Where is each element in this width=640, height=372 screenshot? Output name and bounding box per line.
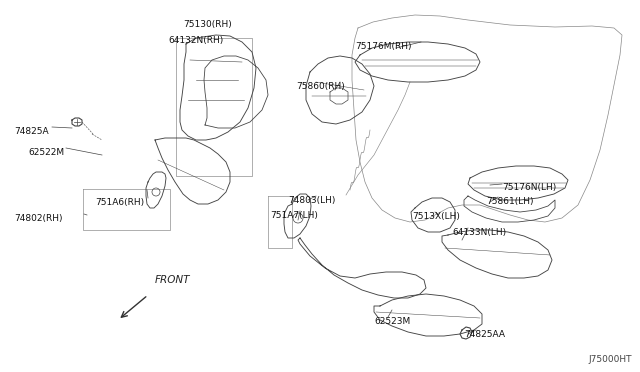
Text: 74825A: 74825A [14,127,49,136]
Text: 64133N(LH): 64133N(LH) [452,228,506,237]
Text: 75130(RH): 75130(RH) [183,20,232,29]
Text: 751A7(LH): 751A7(LH) [270,211,318,220]
Text: 74802(RH): 74802(RH) [14,214,63,223]
Text: 74825AA: 74825AA [464,330,505,339]
Text: 75176N(LH): 75176N(LH) [502,183,556,192]
Text: 62523M: 62523M [374,317,410,326]
Text: J75000HT: J75000HT [589,355,632,364]
Text: 75860(RH): 75860(RH) [296,82,345,91]
Text: 75176M(RH): 75176M(RH) [355,42,412,51]
Text: 64132N(RH): 64132N(RH) [168,36,223,45]
Text: FRONT: FRONT [155,275,191,285]
Text: 751A6(RH): 751A6(RH) [95,198,144,207]
Text: 62522M: 62522M [28,148,64,157]
Text: 74803(LH): 74803(LH) [288,196,335,205]
Text: 75861(LH): 75861(LH) [486,197,534,206]
Text: 7513X(LH): 7513X(LH) [412,212,460,221]
